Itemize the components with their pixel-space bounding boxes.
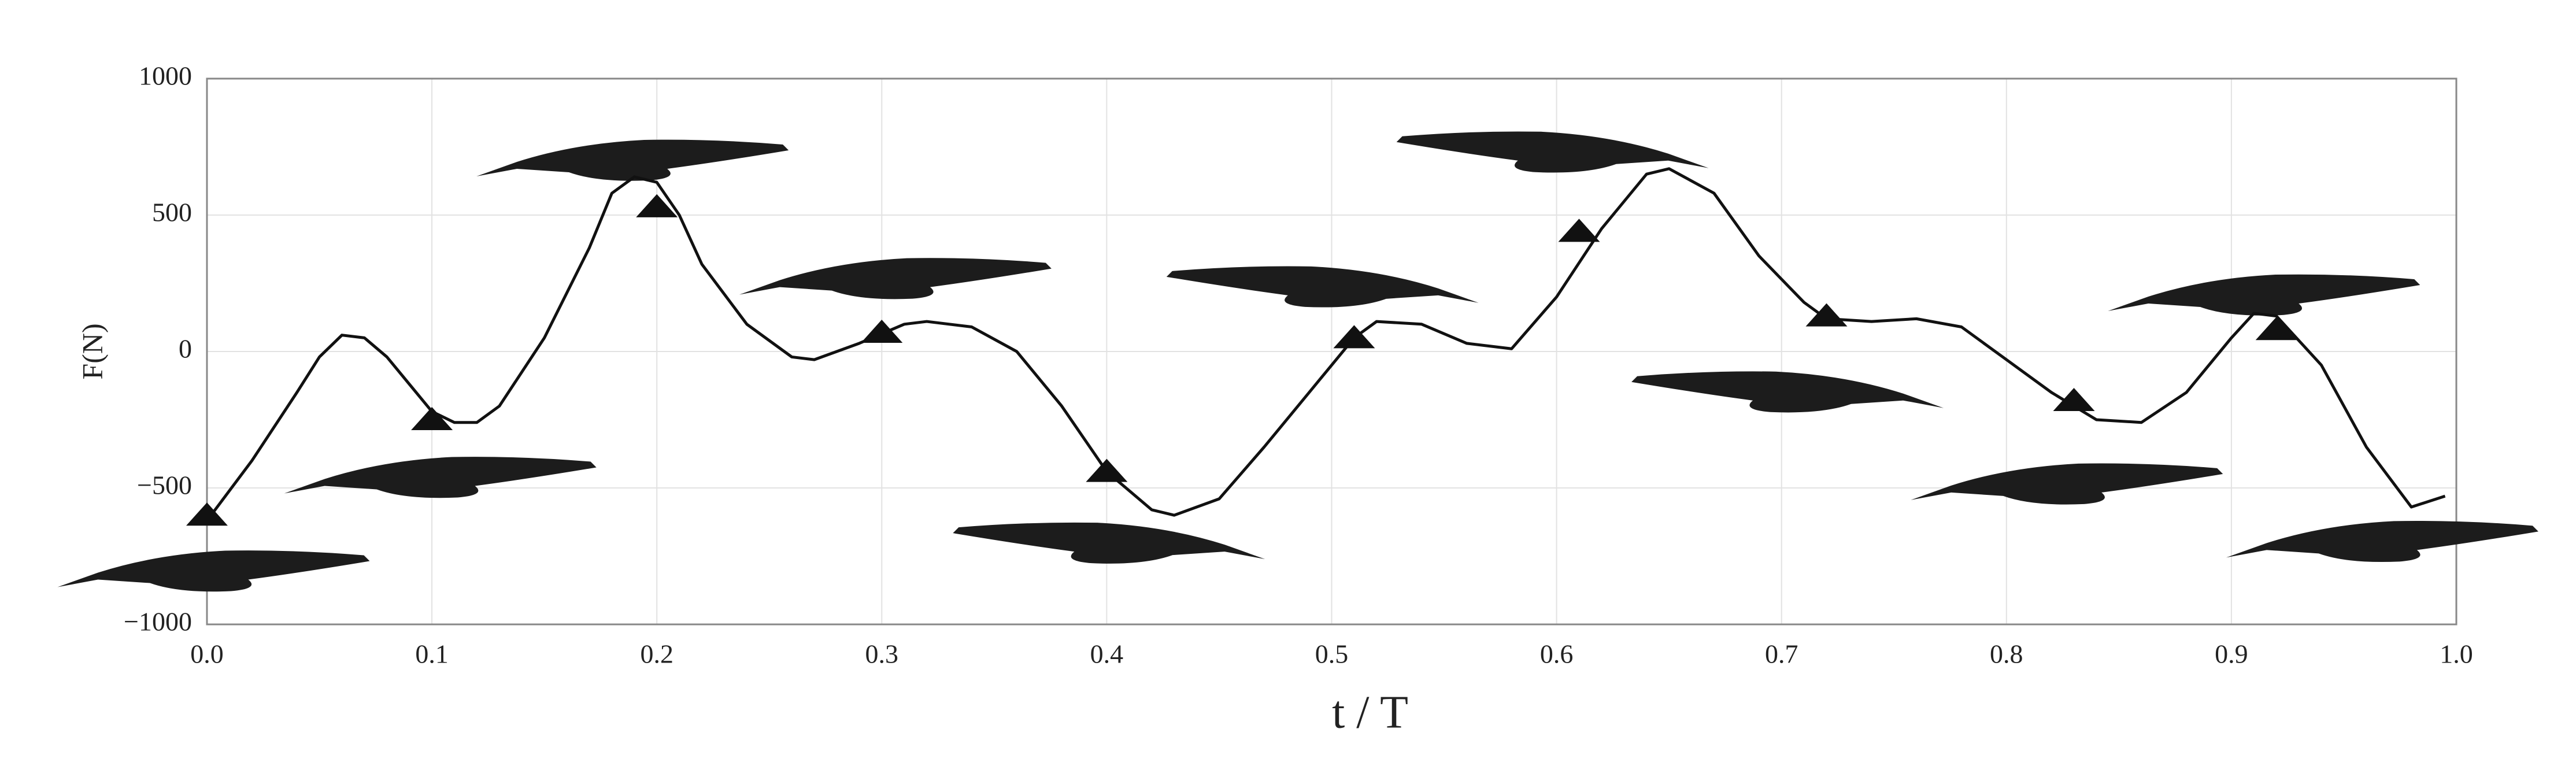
fish-body xyxy=(2226,521,2538,563)
fish-silhouette xyxy=(284,457,597,498)
phase-marker xyxy=(1805,303,1848,327)
x-tick-label: 1.0 xyxy=(2440,639,2473,669)
force-line xyxy=(205,167,2446,522)
fish-silhouette xyxy=(1911,463,2223,505)
fish-silhouette xyxy=(953,522,1265,564)
phase-marker xyxy=(186,502,228,526)
fish-body xyxy=(953,522,1265,564)
phase-marker xyxy=(1333,325,1375,349)
x-tick-label: 0.0 xyxy=(190,639,224,669)
fish-silhouette xyxy=(57,550,370,592)
phase-marker xyxy=(2053,387,2095,411)
fish-silhouette xyxy=(476,139,789,181)
x-tick-label: 0.3 xyxy=(865,639,899,669)
y-tick-label: −500 xyxy=(137,471,192,500)
fish-body xyxy=(1911,463,2223,505)
fish-body xyxy=(2108,274,2420,316)
x-axis-label: t / T xyxy=(1332,687,1408,738)
x-tick-label: 0.4 xyxy=(1090,639,1124,669)
fish-silhouette xyxy=(1396,131,1709,173)
fish-body xyxy=(284,457,597,498)
x-tick-label: 0.7 xyxy=(1765,639,1798,669)
y-axis-label: F(N) xyxy=(76,323,108,379)
fish-silhouette xyxy=(2226,521,2538,563)
x-tick-label: 0.6 xyxy=(1540,639,1574,669)
fish-body xyxy=(1396,131,1709,173)
fish-silhouette xyxy=(739,258,1052,299)
phase-marker xyxy=(636,194,678,217)
fish-silhouette xyxy=(1166,266,1479,308)
y-tick-label: 1000 xyxy=(139,61,192,91)
fish-body xyxy=(1631,371,1944,413)
phase-marker xyxy=(2255,317,2297,341)
phase-marker xyxy=(1558,219,1600,242)
plot-frame xyxy=(206,77,2457,626)
fish-body xyxy=(1166,266,1479,308)
fish-body xyxy=(739,258,1052,299)
x-tick-label: 0.9 xyxy=(2215,639,2248,669)
fish-body xyxy=(476,139,789,181)
x-tick-label: 0.8 xyxy=(1990,639,2023,669)
fish-silhouette xyxy=(1631,371,1944,413)
y-tick-label: 500 xyxy=(152,198,192,227)
phase-marker xyxy=(1086,458,1128,482)
fish-body xyxy=(57,550,370,592)
x-tick-label: 0.2 xyxy=(640,639,673,669)
x-tick-label: 0.1 xyxy=(415,639,449,669)
phase-marker xyxy=(861,319,903,343)
x-tick-label: 0.5 xyxy=(1315,639,1349,669)
y-tick-label: −1000 xyxy=(124,607,192,637)
phase-marker xyxy=(411,407,453,430)
y-tick-label: 0 xyxy=(179,334,192,364)
fish-silhouette xyxy=(2108,274,2420,316)
